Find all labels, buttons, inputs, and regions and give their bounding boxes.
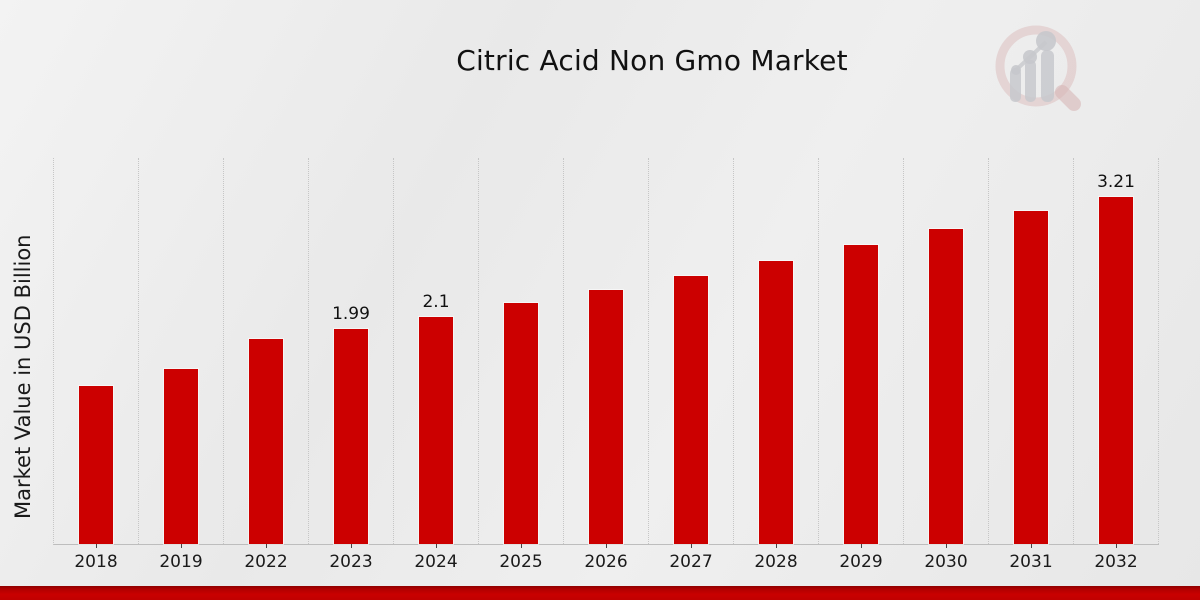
bar-value-label-2023: 1.99 xyxy=(332,304,370,324)
x-tick-label-2032: 2032 xyxy=(1094,552,1138,572)
x-axis-tick xyxy=(181,544,182,548)
x-axis-tick xyxy=(351,544,352,548)
x-axis-tick xyxy=(521,544,522,548)
x-axis-tick xyxy=(606,544,607,548)
x-tick-label-2027: 2027 xyxy=(669,552,713,572)
magnifier-bar-chart-logo-icon xyxy=(995,25,1081,111)
x-axis-tick xyxy=(266,544,267,548)
x-axis-tick xyxy=(861,544,862,548)
x-axis-tick xyxy=(436,544,437,548)
x-axis-tick xyxy=(946,544,947,548)
x-axis-tick xyxy=(691,544,692,548)
x-axis-tick xyxy=(1116,544,1117,548)
chart-column: 2.1 2024 xyxy=(394,158,479,572)
x-tick-label-2030: 2030 xyxy=(924,552,968,572)
bar-chart-plot-area: 2018 2019 2022 1.99 2023 2.1 2024 2025 2026 2027 2… xyxy=(53,158,1159,572)
x-tick-label-2023: 2023 xyxy=(329,552,373,572)
bar-2029 xyxy=(844,245,878,544)
x-tick-label-2026: 2026 xyxy=(584,552,628,572)
chart-column: 2028 xyxy=(734,158,819,572)
chart-column: 2018 xyxy=(54,158,139,572)
x-axis-tick xyxy=(776,544,777,548)
bar-2025 xyxy=(504,303,538,544)
x-tick-label-2025: 2025 xyxy=(499,552,543,572)
bar-2032 xyxy=(1099,197,1133,544)
x-axis-tick xyxy=(1031,544,1032,548)
chart-column: 3.21 2032 xyxy=(1074,158,1159,572)
chart-column: 2027 xyxy=(649,158,734,572)
chart-column: 2030 xyxy=(904,158,989,572)
chart-column: 1.99 2023 xyxy=(309,158,394,572)
x-tick-label-2022: 2022 xyxy=(244,552,288,572)
x-tick-label-2031: 2031 xyxy=(1009,552,1053,572)
bar-2019 xyxy=(164,369,198,544)
chart-column: 2022 xyxy=(224,158,309,572)
y-axis-label: Market Value in USD Billion xyxy=(11,234,35,519)
bar-value-label-2024: 2.1 xyxy=(422,292,450,312)
bar-value-label-2032: 3.21 xyxy=(1097,172,1135,192)
chart-column: 2031 xyxy=(989,158,1074,572)
x-tick-label-2019: 2019 xyxy=(159,552,203,572)
chart-column: 2026 xyxy=(564,158,649,572)
bar-2031 xyxy=(1014,211,1048,544)
bar-2027 xyxy=(674,276,708,544)
chart-column: 2019 xyxy=(139,158,224,572)
bar-2022 xyxy=(249,339,283,544)
x-tick-label-2024: 2024 xyxy=(414,552,458,572)
bar-2030 xyxy=(929,229,963,544)
footer-red-strip xyxy=(0,586,1200,600)
x-tick-label-2018: 2018 xyxy=(74,552,118,572)
chart-title: Citric Acid Non Gmo Market xyxy=(456,44,848,77)
bar-2024 xyxy=(419,317,453,544)
bar-2023 xyxy=(334,329,368,544)
bar-2018 xyxy=(79,386,113,544)
bar-2026 xyxy=(589,290,623,544)
chart-column: 2029 xyxy=(819,158,904,572)
chart-column: 2025 xyxy=(479,158,564,572)
bar-2028 xyxy=(759,261,793,544)
x-tick-label-2029: 2029 xyxy=(839,552,883,572)
x-axis-tick xyxy=(96,544,97,548)
x-tick-label-2028: 2028 xyxy=(754,552,798,572)
